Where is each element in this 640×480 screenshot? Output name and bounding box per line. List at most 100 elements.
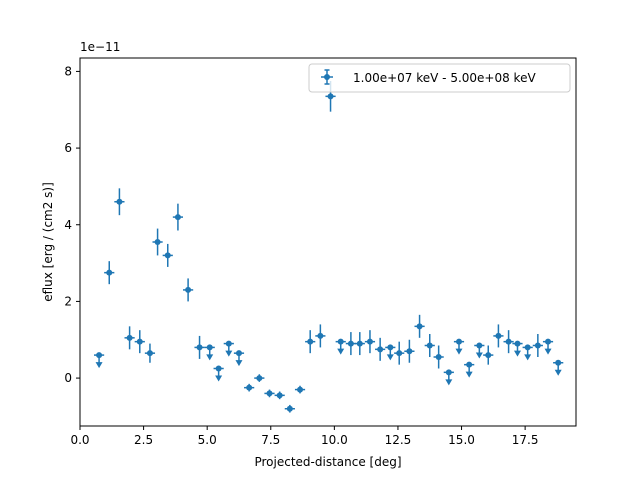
upper-limit-point [223, 340, 234, 357]
x-tick-label: 17.5 [512, 433, 539, 447]
data-point [144, 343, 156, 363]
point-marker [416, 323, 423, 330]
x-tick-label: 2.5 [134, 433, 153, 447]
data-point [183, 278, 194, 302]
point-marker [164, 252, 171, 259]
data-point [114, 188, 125, 216]
upper-limit-point [522, 344, 533, 361]
upper-limit-point [464, 361, 475, 378]
point-marker [396, 350, 403, 357]
point-marker [307, 338, 314, 345]
upper-limit-arrow [544, 348, 552, 355]
point-marker [126, 334, 133, 341]
x-tick-label: 0.0 [70, 433, 89, 447]
point-marker [327, 93, 334, 100]
point-marker [286, 405, 293, 412]
upper-limit-point [233, 350, 245, 367]
data-point [254, 374, 265, 382]
point-marker [154, 239, 161, 245]
data-point [532, 334, 543, 357]
point-marker [116, 198, 123, 205]
upper-limit-arrow [465, 371, 473, 378]
data-point [414, 314, 425, 338]
data-point [305, 330, 316, 354]
data-point [394, 341, 405, 365]
point-marker [96, 352, 103, 359]
point-marker [545, 338, 552, 345]
point-marker [206, 344, 213, 351]
upper-limit-point [542, 338, 554, 355]
upper-limit-point [443, 369, 454, 386]
upper-limit-arrow [386, 354, 394, 361]
x-axis-ticks: 0.0 2.5 5.0 7.5 10.0 12.5 15.0 17.5 [70, 426, 538, 447]
point-marker [476, 342, 483, 349]
data-point [134, 330, 145, 354]
x-tick-label: 7.5 [261, 433, 280, 447]
point-marker [215, 365, 222, 372]
data-point [264, 389, 275, 398]
y-axis-offset-label: 1e−11 [80, 40, 120, 54]
data-point [152, 228, 163, 256]
y-tick-label: 2 [64, 294, 72, 308]
point-marker [455, 338, 462, 345]
legend: 1.00e+07 keV - 5.00e+08 keV [308, 63, 571, 93]
point-marker [435, 354, 442, 360]
upper-limit-arrow [215, 375, 223, 382]
point-marker [445, 369, 452, 376]
point-marker [136, 338, 143, 345]
data-point [424, 334, 435, 357]
point-marker [534, 342, 541, 349]
data-point [244, 383, 255, 392]
point-marker [337, 338, 344, 345]
data-points [93, 81, 564, 413]
data-point [124, 326, 135, 350]
point-marker [377, 346, 384, 353]
upper-limit-arrow [445, 379, 453, 386]
upper-limit-point [453, 338, 465, 355]
legend-entry-label: 1.00e+07 keV - 5.00e+08 keV [353, 71, 536, 85]
y-tick-label: 0 [64, 371, 72, 385]
data-point [364, 330, 376, 354]
data-point [503, 330, 514, 354]
data-point [483, 345, 494, 365]
upper-limit-arrow [337, 348, 345, 355]
x-tick-label: 12.5 [385, 433, 412, 447]
data-point [104, 261, 115, 285]
point-marker [106, 269, 113, 276]
y-axis-ticks: 0 2 4 6 8 [64, 64, 80, 385]
point-marker [356, 340, 363, 347]
upper-limit-point [204, 344, 215, 361]
legend-point-marker [324, 74, 330, 80]
point-marker [256, 375, 263, 382]
upper-limit-arrow [554, 369, 562, 376]
data-point [284, 404, 295, 413]
upper-limit-point [385, 344, 396, 361]
point-marker [514, 340, 521, 347]
upper-limit-point [474, 342, 485, 359]
upper-limit-arrow [455, 348, 463, 355]
point-marker [317, 332, 324, 339]
x-tick-label: 15.0 [448, 433, 475, 447]
data-point [294, 385, 306, 394]
data-point [354, 332, 365, 356]
point-marker [235, 350, 242, 357]
point-marker [347, 340, 354, 347]
point-marker [225, 340, 232, 347]
point-marker [266, 390, 273, 397]
upper-limit-point [93, 352, 105, 369]
point-marker [387, 344, 394, 351]
data-point [404, 339, 415, 363]
upper-limit-arrow [475, 352, 483, 359]
point-marker [524, 344, 531, 351]
upper-limit-arrow [225, 350, 233, 357]
data-point [433, 345, 444, 369]
data-point [375, 337, 386, 361]
upper-limit-point [553, 359, 564, 376]
data-point [274, 391, 285, 400]
point-marker [366, 338, 373, 345]
point-marker [505, 338, 512, 345]
upper-limit-arrow [524, 354, 532, 361]
upper-limit-arrow [95, 362, 103, 369]
legend-marker [321, 69, 333, 85]
